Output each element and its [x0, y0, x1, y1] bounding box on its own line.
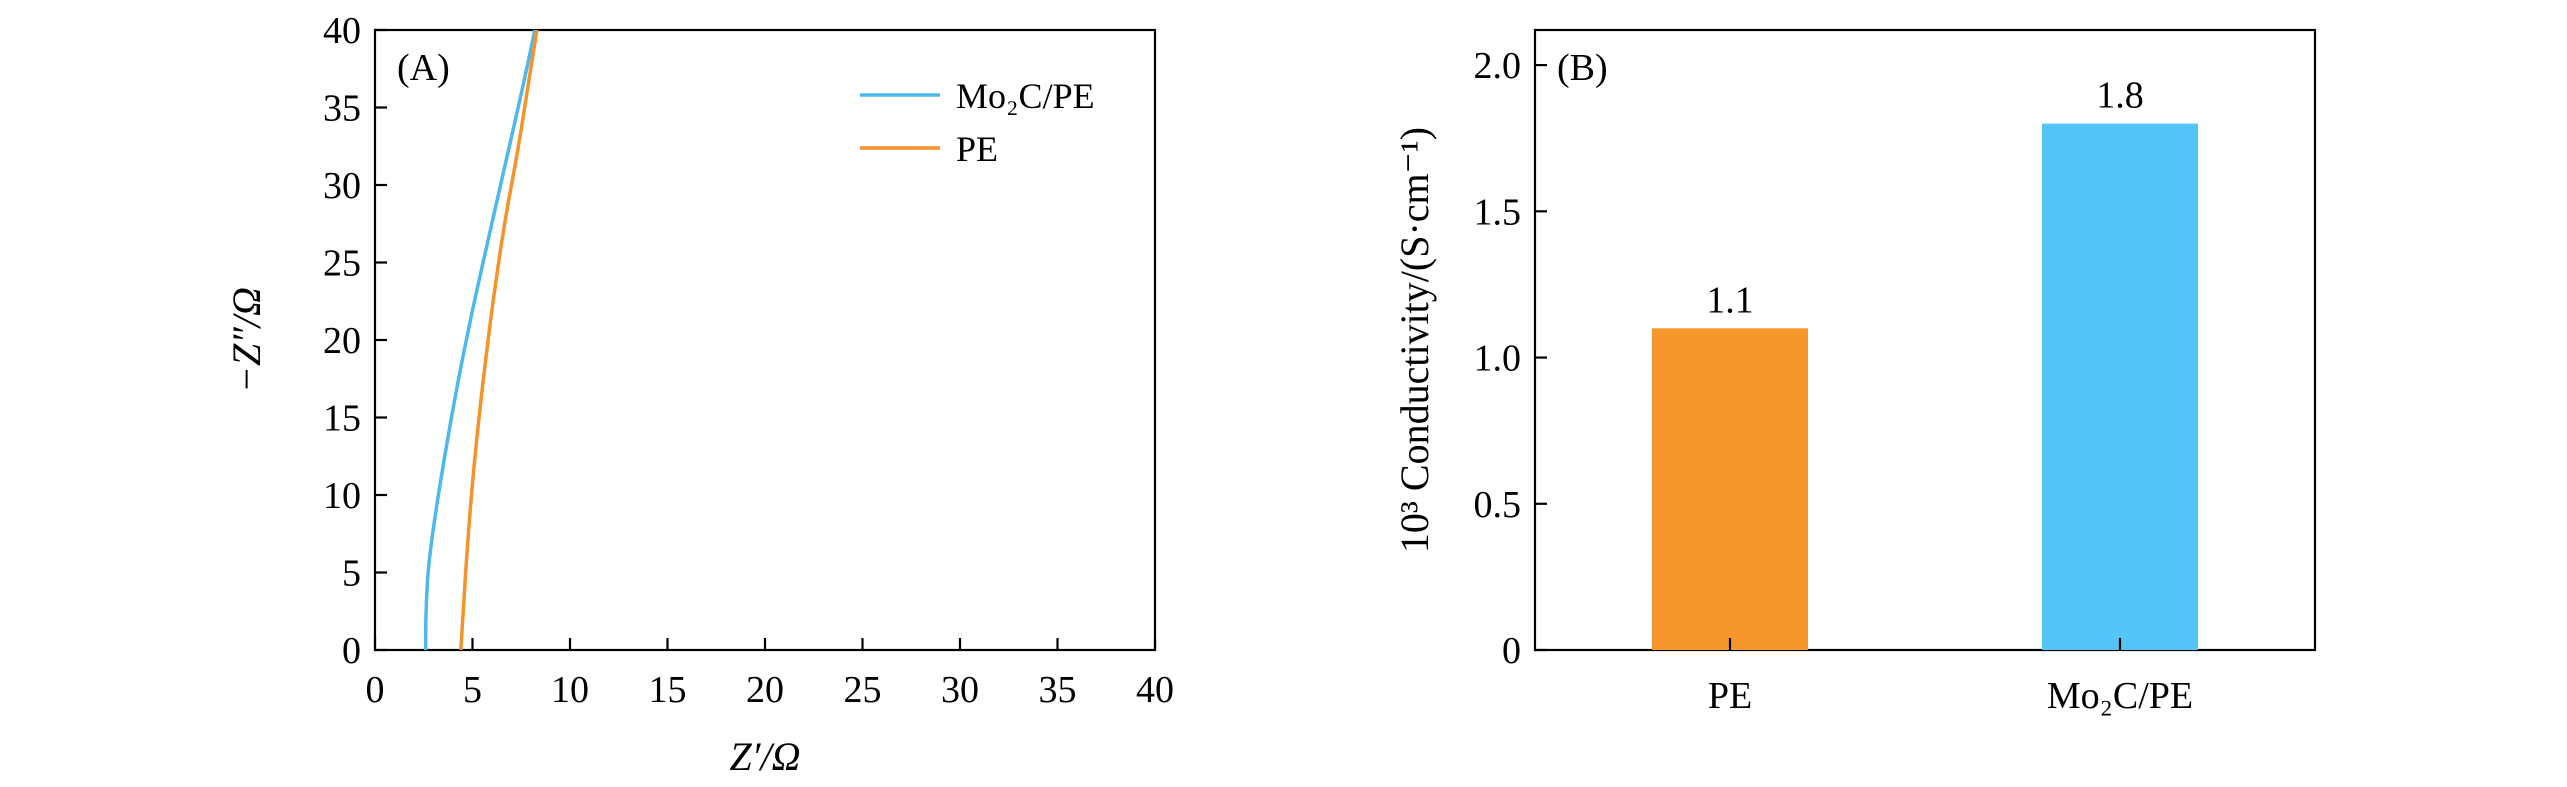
x-tick-label: 5	[463, 669, 482, 711]
series-line-mo2c-pe	[423, 29, 537, 651]
x-tick-label: 20	[746, 669, 784, 711]
panel-a-plot-frame	[373, 28, 1157, 652]
y-tick-label: 1.5	[1474, 191, 1522, 233]
y-tick-label: 15	[323, 398, 361, 440]
y-tick-label: 1.0	[1474, 338, 1522, 380]
panel-b-bars: 1.1 PE 1.8 Mo₂C/PE	[1652, 75, 2198, 717]
panel-b-plot-frame	[1533, 28, 2317, 652]
y-tick-label: 35	[323, 88, 361, 130]
bar-mo2c-pe	[2042, 123, 2198, 651]
y-tick-label: 20	[323, 320, 361, 362]
panel-a-label: (A)	[397, 47, 450, 89]
panel-b-label: (B)	[1557, 47, 1608, 89]
panel-a-y-axis-title: −Z″/Ω	[224, 287, 269, 393]
panel-b-conductivity-bars: 0 0.5 1.0 1.5 2.0 1.1 PE 1.8 Mo₂C/PE (B) 10³ Co…	[1392, 28, 2317, 717]
x-tick-label: 35	[1039, 669, 1077, 711]
x-tick-label: 30	[941, 669, 979, 711]
y-tick-label: 40	[323, 10, 361, 52]
panel-a-curves	[423, 29, 539, 651]
panel-a-y-ticks: 0 5 10 15 20 25 30 35 40	[323, 10, 387, 672]
panel-a-legend: Mo₂C/PE PE	[860, 76, 1095, 169]
y-tick-label: 0	[342, 630, 361, 672]
y-tick-label: 30	[323, 165, 361, 207]
bar-value-label-mo2c-pe: 1.8	[2096, 75, 2144, 117]
panel-a-x-axis-title: Z′/Ω	[729, 734, 800, 779]
legend-label-pe: PE	[956, 129, 998, 169]
x-tick-label: 40	[1136, 669, 1174, 711]
panel-b-y-axis-title: 10³ Conductivity/(S·cm⁻¹)	[1392, 127, 1437, 553]
x-tick-label: 15	[649, 669, 687, 711]
panel-b-y-ticks: 0 0.5 1.0 1.5 2.0	[1474, 45, 1547, 672]
y-tick-label: 0	[1502, 630, 1521, 672]
y-tick-label: 2.0	[1474, 45, 1522, 87]
legend-label-mo2c-pe: Mo₂C/PE	[956, 76, 1095, 116]
panel-a-impedance-plot: 0 5 10 15 20 25 30 35 40 0 5 10 15 20 25 30 35 40 (A) Z′…	[224, 10, 1174, 779]
x-tick-label: 25	[844, 669, 882, 711]
bar-pe	[1652, 328, 1808, 650]
y-tick-label: 0.5	[1474, 484, 1522, 526]
y-tick-label: 25	[323, 243, 361, 285]
category-label-pe: PE	[1708, 675, 1752, 717]
y-tick-label: 10	[323, 475, 361, 517]
x-tick-label: 0	[366, 669, 385, 711]
x-tick-label: 10	[551, 669, 589, 711]
bar-value-label-pe: 1.1	[1706, 279, 1754, 321]
panel-a-x-ticks: 0 5 10 15 20 25 30 35 40	[366, 638, 1174, 711]
category-label-mo2c-pe: Mo₂C/PE	[2047, 675, 2193, 717]
y-tick-label: 5	[342, 553, 361, 595]
series-line-pe	[459, 29, 539, 651]
